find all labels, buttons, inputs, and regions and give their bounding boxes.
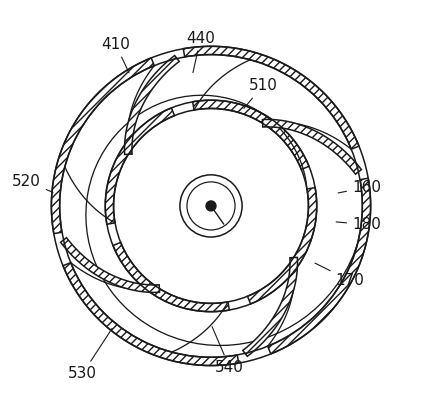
Text: 410: 410: [101, 37, 130, 73]
Text: 160: 160: [338, 180, 381, 195]
Text: 540: 540: [212, 327, 244, 375]
Polygon shape: [262, 119, 361, 174]
Polygon shape: [51, 58, 154, 234]
Text: 440: 440: [186, 30, 215, 73]
Text: 170: 170: [315, 263, 364, 288]
Polygon shape: [268, 178, 371, 354]
Text: 510: 510: [244, 78, 277, 109]
Polygon shape: [113, 243, 230, 312]
Polygon shape: [247, 188, 317, 304]
Polygon shape: [105, 108, 175, 224]
Polygon shape: [63, 262, 239, 366]
Circle shape: [206, 201, 216, 211]
Polygon shape: [183, 46, 359, 149]
Text: 530: 530: [68, 329, 112, 381]
Polygon shape: [192, 100, 309, 169]
Polygon shape: [61, 238, 160, 292]
Polygon shape: [243, 258, 298, 357]
Text: 180: 180: [336, 217, 381, 232]
Polygon shape: [124, 55, 179, 154]
Text: 520: 520: [12, 173, 53, 192]
